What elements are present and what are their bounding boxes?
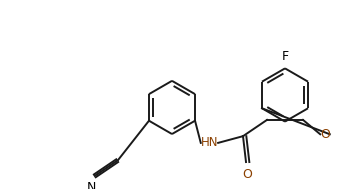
Text: O: O — [320, 128, 330, 141]
Text: N: N — [86, 181, 96, 189]
Text: HN: HN — [201, 136, 219, 149]
Text: O: O — [243, 168, 252, 180]
Text: F: F — [282, 50, 289, 63]
